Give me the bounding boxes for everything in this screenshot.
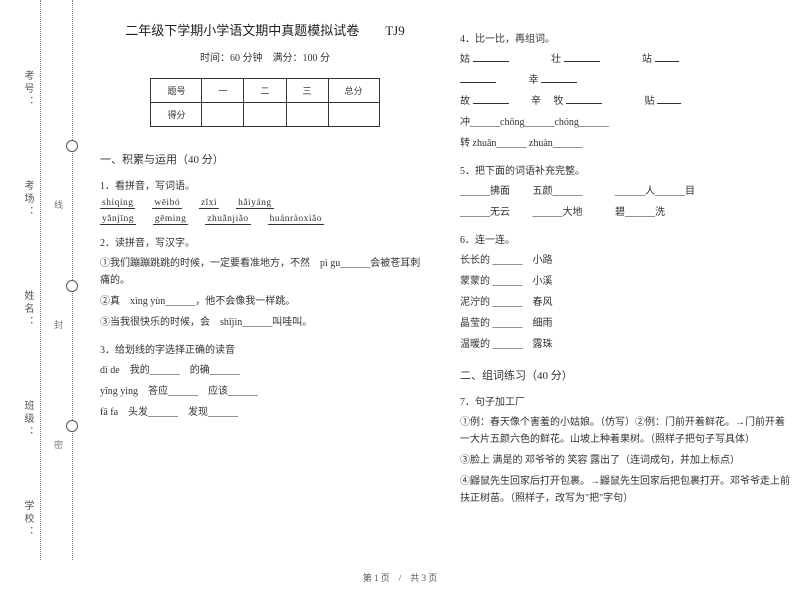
question-3: 3．给划线的字选择正确的读音 bbox=[100, 341, 430, 356]
binding-circle bbox=[66, 280, 78, 292]
q4-row: 幸 bbox=[460, 72, 790, 89]
char: 站 bbox=[642, 54, 652, 65]
q2-line: ③当我很快乐的时候，会 shǐjìn______叫哇叫。 bbox=[100, 314, 430, 331]
q4-pinyin: 转 zhuǎn______ zhuàn______ bbox=[460, 135, 790, 152]
fill-blank bbox=[564, 52, 600, 62]
fill-blank bbox=[657, 94, 681, 104]
word: ______无云 bbox=[460, 207, 510, 218]
q6-line: 蒙蒙的 ______ 小溪 bbox=[460, 273, 790, 290]
right-column: 4．比一比，再组词。 姑 壮 站 幸 故 辛 牧 贴 冲______chōng_… bbox=[460, 20, 790, 511]
exam-title: 二年级下学期小学语文期中真题模拟试卷 TJ9 bbox=[100, 20, 430, 39]
pinyin-row: shìqíng wēibó zǐxì hǎiyáng bbox=[100, 198, 430, 208]
pinyin-item: gēmìng bbox=[153, 214, 189, 225]
q4-row: 姑 壮 站 bbox=[460, 51, 790, 68]
table-cell: 得分 bbox=[151, 103, 202, 127]
table-cell bbox=[328, 103, 379, 127]
section-heading: 二、组词练习（40 分） bbox=[460, 367, 790, 383]
binding-label-room: 考场： bbox=[20, 180, 35, 219]
table-cell: 题号 bbox=[151, 79, 202, 103]
q7-line: ③脸上 满是的 邓爷爷的 笑容 露出了（连词成句，并加上标点） bbox=[460, 452, 790, 469]
fill-blank bbox=[460, 73, 496, 83]
fill-blank bbox=[473, 94, 509, 104]
fill-blank bbox=[655, 52, 679, 62]
q6-line: 泥泞的 ______ 春风 bbox=[460, 294, 790, 311]
section-heading: 一、积累与运用（40 分） bbox=[100, 151, 430, 167]
pinyin-item: shìqíng bbox=[100, 198, 135, 209]
table-row: 得分 bbox=[151, 103, 379, 127]
q6-line: 温暖的 ______ 露珠 bbox=[460, 336, 790, 353]
binding-mark: 封 bbox=[52, 320, 65, 329]
pinyin-item: zhuǎnjiǎo bbox=[205, 214, 250, 225]
binding-margin: 考号： 考场： 姓名： 班级： 学校： 线 封 密 bbox=[0, 0, 90, 560]
q2-line: ①我们蹦蹦跳跳的时候，一定要看准地方，不然 pì gu______会被苍耳刺痛的… bbox=[100, 255, 430, 289]
q2-line: ②真 xìng yùn______，他不会像我一样跳。 bbox=[100, 293, 430, 310]
binding-label-class: 班级： bbox=[20, 400, 35, 439]
word: ______拂面 bbox=[460, 186, 510, 197]
fill-blank bbox=[566, 94, 602, 104]
word: ______大地 bbox=[533, 207, 583, 218]
q3-line: fā fa 头发______ 发现______ bbox=[100, 404, 430, 421]
q7-line: ①例：春天像个害羞的小姑娘。（仿写）②例：门前开着鲜花。→门前开着一大片五颜六色… bbox=[460, 414, 790, 448]
table-cell bbox=[202, 103, 244, 127]
q3-line: yīng yìng 答应______ 应该______ bbox=[100, 383, 430, 400]
table-cell: 三 bbox=[286, 79, 328, 103]
word: 碧______洗 bbox=[615, 207, 665, 218]
page-footer: 第 1 页 / 共 3 页 bbox=[0, 571, 800, 584]
question-5: 5．把下面的词语补充完整。 bbox=[460, 162, 790, 177]
word: ______人______目 bbox=[615, 186, 695, 197]
table-row: 题号 一 二 三 总分 bbox=[151, 79, 379, 103]
table-cell: 一 bbox=[202, 79, 244, 103]
question-7: 7．句子加工厂 bbox=[460, 393, 790, 408]
binding-mark: 线 bbox=[52, 200, 65, 209]
binding-circle bbox=[66, 140, 78, 152]
binding-label-school: 学校： bbox=[20, 500, 35, 539]
pinyin-item: wēibó bbox=[152, 198, 182, 209]
table-cell bbox=[244, 103, 286, 127]
pinyin-item: hǎiyáng bbox=[236, 198, 274, 209]
fill-blank bbox=[473, 52, 509, 62]
table-cell bbox=[286, 103, 328, 127]
fill-blank bbox=[541, 73, 577, 83]
binding-circle bbox=[66, 420, 78, 432]
q6-line: 长长的 ______ 小路 bbox=[460, 252, 790, 269]
page-content: 二年级下学期小学语文期中真题模拟试卷 TJ9 时间：60 分钟 满分：100 分… bbox=[100, 20, 790, 511]
score-table: 题号 一 二 三 总分 得分 bbox=[150, 78, 379, 127]
exam-subtitle: 时间：60 分钟 满分：100 分 bbox=[100, 49, 430, 64]
pinyin-row: yǎnjīng gēmìng zhuǎnjiǎo huánràoxiǎo bbox=[100, 214, 430, 224]
char: 牧 bbox=[554, 96, 564, 107]
binding-dotted-line-inner bbox=[40, 0, 41, 560]
q6-line: 晶莹的 ______ 细雨 bbox=[460, 315, 790, 332]
question-1: 1．看拼音，写词语。 bbox=[100, 177, 430, 192]
q5-row: ______拂面 五颜______ ______人______目 bbox=[460, 183, 790, 200]
q7-line: ④鼹鼠先生回家后打开包裹。→鼹鼠先生回家后把包裹打开。邓爷爷走上前扶正树苗。（照… bbox=[460, 473, 790, 507]
table-cell: 总分 bbox=[328, 79, 379, 103]
char: 幸 bbox=[529, 75, 539, 86]
pinyin-item: zǐxì bbox=[199, 198, 219, 209]
binding-label-name: 姓名： bbox=[20, 290, 35, 329]
question-4: 4．比一比，再组词。 bbox=[460, 30, 790, 45]
word: 五颜______ bbox=[533, 186, 583, 197]
char: 姑 bbox=[460, 54, 470, 65]
question-6: 6．连一连。 bbox=[460, 231, 790, 246]
char: 辛 bbox=[531, 96, 541, 107]
q5-row: ______无云 ______大地 碧______洗 bbox=[460, 204, 790, 221]
char: 贴 bbox=[645, 96, 655, 107]
q4-row: 故 辛 牧 贴 bbox=[460, 93, 790, 110]
left-column: 二年级下学期小学语文期中真题模拟试卷 TJ9 时间：60 分钟 满分：100 分… bbox=[100, 20, 430, 511]
question-2: 2．读拼音，写汉字。 bbox=[100, 234, 430, 249]
binding-mark: 密 bbox=[52, 440, 65, 449]
table-cell: 二 bbox=[244, 79, 286, 103]
char: 故 bbox=[460, 96, 470, 107]
pinyin-item: huánràoxiǎo bbox=[268, 214, 324, 225]
char: 壮 bbox=[551, 54, 561, 65]
pinyin-item: yǎnjīng bbox=[100, 214, 136, 225]
binding-label-examnum: 考号： bbox=[20, 70, 35, 109]
q3-line: dí de 我的______ 的确______ bbox=[100, 362, 430, 379]
q4-pinyin: 冲______chōng______chóng______ bbox=[460, 114, 790, 131]
